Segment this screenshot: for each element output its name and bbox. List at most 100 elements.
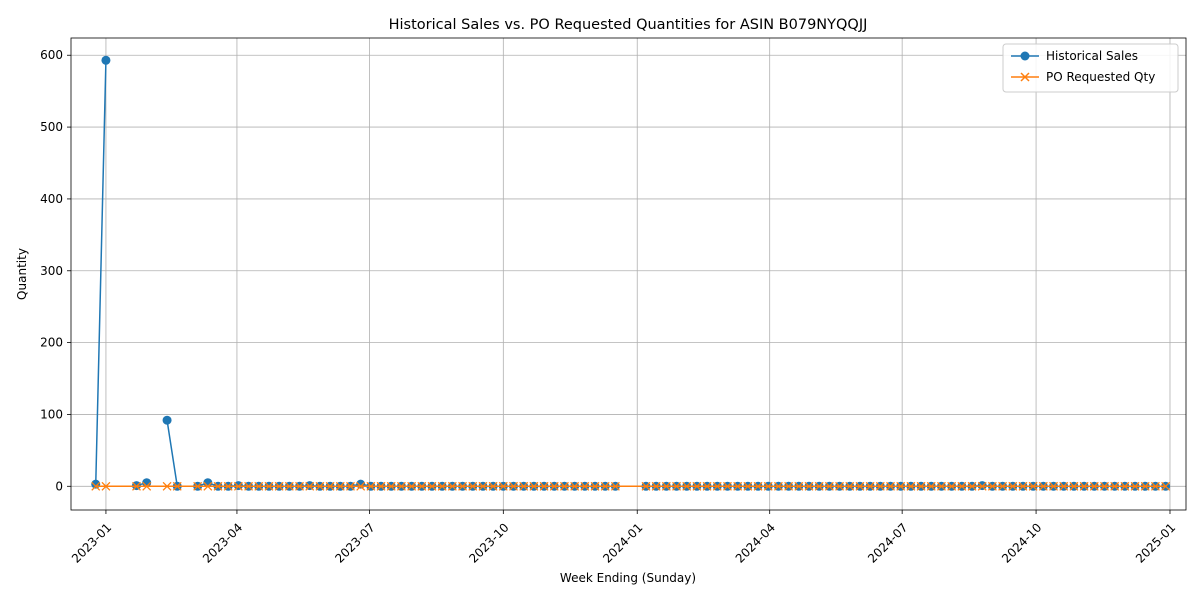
data-point [957, 481, 967, 491]
data-point [539, 481, 549, 491]
data-point [1120, 481, 1130, 491]
legend-label-po-requested-qty: PO Requested Qty [1046, 70, 1155, 84]
data-point [356, 481, 366, 491]
data-point [213, 481, 223, 491]
data-point [529, 481, 539, 491]
data-point [335, 481, 345, 491]
data-point [447, 481, 457, 491]
data-point [936, 481, 946, 491]
data-point [886, 481, 895, 491]
data-point [845, 481, 855, 491]
data-point [590, 481, 600, 491]
data-point [468, 481, 478, 491]
data-point [559, 481, 569, 491]
data-point [142, 481, 152, 491]
data-point [641, 481, 651, 491]
data-point [254, 481, 264, 491]
data-point [712, 481, 722, 491]
data-point [814, 481, 824, 491]
data-point [916, 481, 926, 491]
data-point [723, 481, 732, 491]
chart-title: Historical Sales vs. PO Requested Quanti… [389, 17, 868, 33]
data-point [1038, 481, 1048, 491]
data-point [804, 481, 814, 491]
data-point [162, 415, 172, 425]
data-point [1130, 481, 1140, 491]
y-tick-label: 600 [40, 48, 63, 62]
data-point [855, 481, 865, 491]
data-point [346, 481, 355, 491]
data-point [661, 481, 671, 491]
data-point [193, 481, 203, 491]
data-point [998, 481, 1008, 491]
data-point [1100, 481, 1109, 491]
data-point [417, 481, 427, 491]
data-point [458, 481, 468, 491]
data-point [1161, 481, 1171, 491]
data-point [692, 481, 702, 491]
data-point [325, 481, 335, 491]
y-tick-label: 100 [40, 407, 63, 421]
data-point [1110, 481, 1120, 491]
data-point [437, 481, 447, 491]
data-point [570, 481, 580, 491]
data-point [233, 481, 243, 491]
data-point [1018, 481, 1028, 491]
data-point [926, 481, 936, 491]
data-point [478, 481, 488, 491]
data-point [794, 481, 804, 491]
y-tick-label: 500 [40, 120, 63, 134]
data-point [284, 481, 294, 491]
data-point [162, 481, 172, 491]
legend-label-historical-sales: Historical Sales [1046, 49, 1138, 63]
y-tick-label: 400 [40, 192, 63, 206]
data-point [733, 481, 743, 491]
data-point [651, 481, 661, 491]
y-axis-label: Quantity [15, 248, 29, 300]
data-point [753, 481, 763, 491]
data-point [672, 481, 681, 491]
data-point [203, 481, 213, 491]
data-point [549, 481, 559, 491]
data-point [906, 481, 916, 491]
data-point [875, 481, 885, 491]
data-point [743, 481, 753, 491]
legend: Historical Sales PO Requested Qty [1002, 43, 1179, 93]
data-point [1069, 481, 1079, 491]
data-point [407, 481, 417, 491]
x-axis-label: Week Ending (Sunday) [560, 571, 696, 585]
data-point [967, 481, 977, 491]
legend-box [1002, 43, 1179, 93]
data-point [1089, 481, 1099, 491]
y-tick-label: 300 [40, 264, 63, 278]
data-point [824, 481, 834, 491]
data-point [264, 481, 274, 491]
data-point [244, 481, 254, 491]
data-point [172, 481, 182, 491]
data-point [509, 481, 518, 491]
data-point [315, 481, 325, 491]
legend-marker-po-requested-qty [1020, 72, 1030, 82]
data-point [987, 481, 997, 491]
data-point [1140, 481, 1150, 491]
data-point [274, 481, 284, 491]
data-point [763, 481, 773, 491]
data-point [91, 481, 101, 491]
data-point [835, 481, 845, 491]
data-point [376, 481, 386, 491]
data-point [101, 55, 111, 65]
data-point [896, 481, 906, 491]
y-axis-ticks: 0 100 200 300 400 500 600 [40, 48, 71, 493]
data-point [132, 481, 141, 491]
data-point [600, 481, 610, 491]
data-point [427, 481, 437, 491]
data-point [1049, 481, 1058, 491]
data-point [1008, 481, 1018, 491]
data-point [1079, 481, 1089, 491]
data-point [1059, 481, 1069, 491]
y-tick-label: 0 [55, 479, 63, 493]
series-layer [91, 55, 1171, 491]
data-point [682, 481, 692, 491]
